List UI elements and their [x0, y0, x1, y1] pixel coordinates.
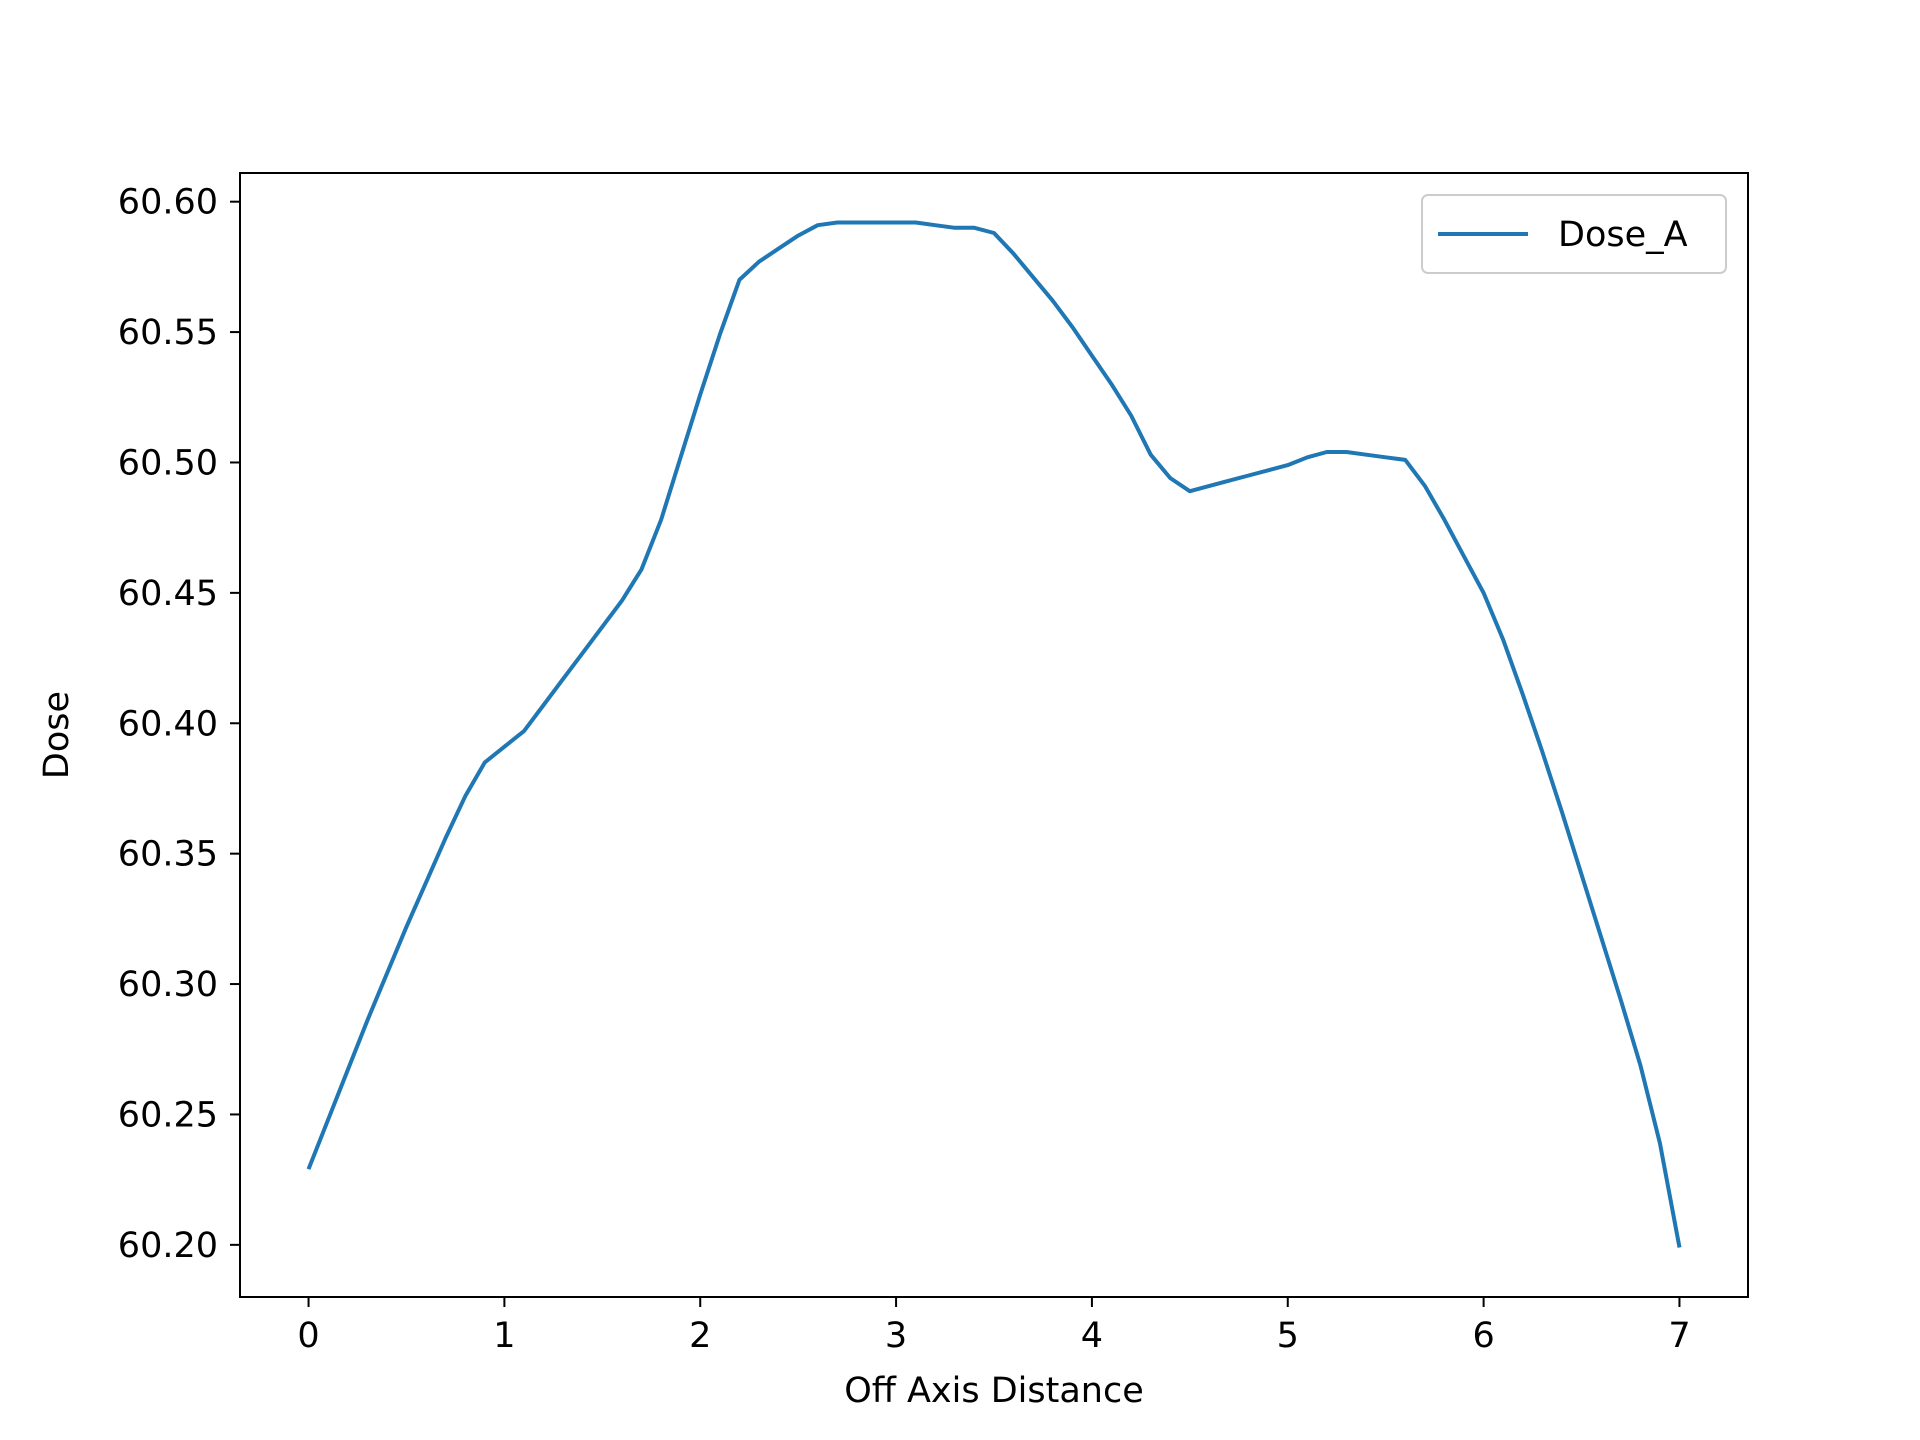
- x-tick-label: 7: [1668, 1316, 1690, 1356]
- y-tick-label: 60.25: [118, 1095, 218, 1135]
- y-tick-label: 60.20: [118, 1226, 218, 1266]
- x-tick-label: 1: [493, 1316, 515, 1356]
- plot-frame: [239, 172, 1749, 1298]
- x-tick-label: 6: [1472, 1316, 1494, 1356]
- x-tick-label: 2: [689, 1316, 711, 1356]
- legend-label-dose-a: Dose_A: [1558, 215, 1688, 255]
- y-tick-label: 60.55: [118, 313, 218, 353]
- y-tick-label: 60.45: [118, 574, 218, 614]
- y-tick-label: 60.40: [118, 704, 218, 744]
- x-tick-label: 3: [885, 1316, 907, 1356]
- series-layer: [306, 220, 1682, 1248]
- y-tick-label: 60.50: [118, 443, 218, 483]
- x-tick-label: 4: [1081, 1316, 1103, 1356]
- y-tick-label: 60.30: [118, 965, 218, 1005]
- y-tick-label: 60.60: [118, 183, 218, 223]
- y-axis: 60.20 60.25 60.30 60.35 60.40 60.45 60.50 60.55…: [118, 183, 240, 1266]
- x-axis-label: Off Axis Distance: [844, 1371, 1144, 1411]
- y-tick-label: 60.35: [118, 835, 218, 875]
- x-axis: 0 1 2 3 4 5 6 7: [297, 1297, 1691, 1356]
- series-line-dose-a: [306, 220, 1682, 1248]
- legend: Dose_A: [1421, 194, 1727, 274]
- legend-box: [1421, 194, 1727, 274]
- y-axis-label: Dose: [37, 691, 77, 779]
- plot-area-background: [240, 173, 1748, 1297]
- x-tick-label: 0: [297, 1316, 319, 1356]
- x-tick-label: 5: [1277, 1316, 1299, 1356]
